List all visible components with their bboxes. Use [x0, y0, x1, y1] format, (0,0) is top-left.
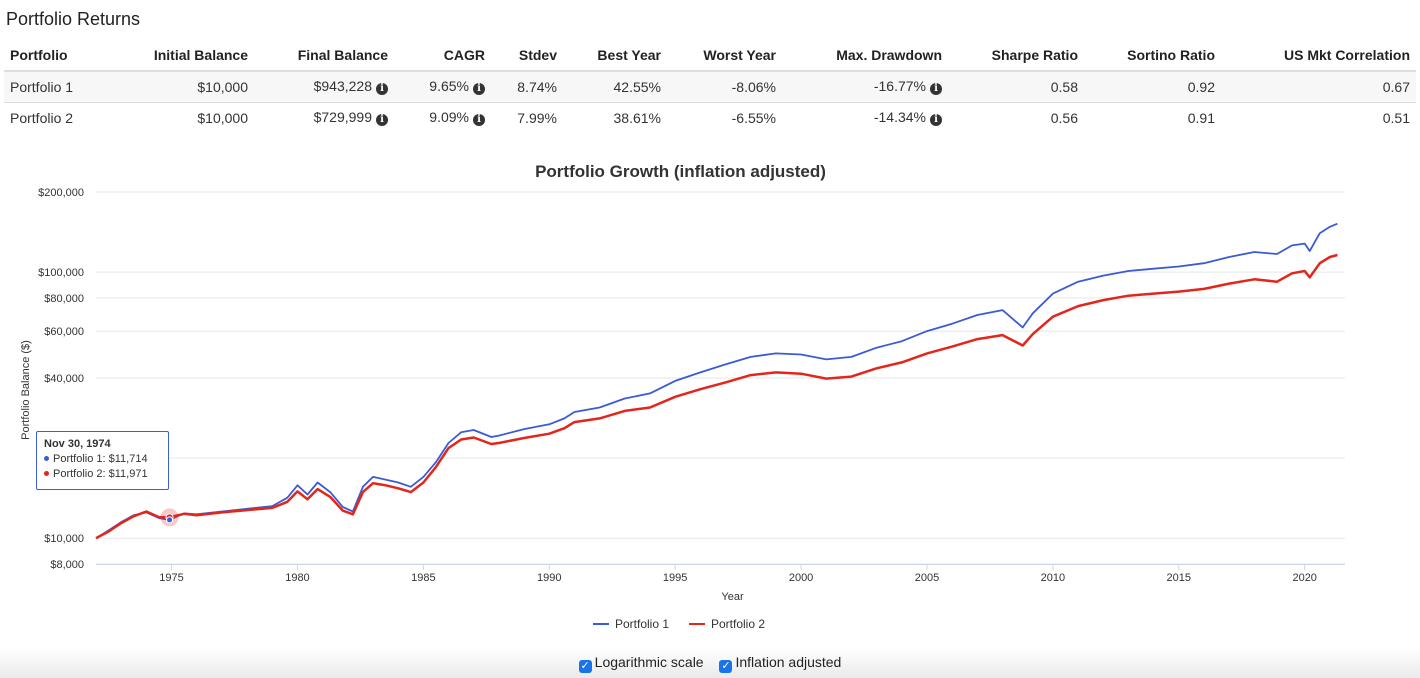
col-header-max-drawdown: Max. Drawdown [782, 40, 948, 72]
inflation-adjusted-label: Inflation adjusted [735, 654, 842, 670]
x-tick-label: 2015 [1167, 572, 1191, 584]
legend-item-portfolio-1[interactable]: Portfolio 1 [615, 617, 669, 631]
col-header-cagr: CAGR [394, 40, 491, 72]
final-balance-value: $943,228 [313, 78, 372, 95]
checkbox-checked-icon[interactable]: ✓ [578, 660, 592, 673]
chart-tooltip: Nov 30, 1974 Portfolio 1: $11,714 Portfo… [36, 431, 169, 490]
cell-worst-year: -6.55% [667, 101, 782, 133]
chart-title: Portfolio Growth (inflation adjusted) [535, 162, 826, 181]
cell-stdev: 7.99% [491, 101, 563, 133]
cell-best-year: 38.61% [563, 101, 667, 133]
max-drawdown-value: -14.34% [873, 109, 926, 126]
y-tick-label: $10,000 [44, 533, 84, 545]
table-row: Portfolio 1 $10,000 $943,228 i 9.65% i 8.7… [4, 70, 1416, 102]
checkbox-checked-icon[interactable]: ✓ [719, 660, 733, 673]
info-icon[interactable]: i [930, 114, 942, 127]
logarithmic-scale-checkbox[interactable]: ✓ Logarithmic scale [578, 654, 704, 673]
col-header-us-mkt-correlation: US Mkt Correlation [1221, 40, 1416, 72]
col-header-worst-year: Worst Year [667, 40, 782, 72]
x-tick-label: 1975 [159, 572, 183, 584]
cell-us-mkt-correlation: 0.67 [1221, 70, 1416, 102]
y-tick-label: $200,000 [38, 187, 84, 199]
portfolio-growth-chart[interactable]: Portfolio Growth (inflation adjusted) $8,… [0, 150, 1420, 650]
chart-options: ✓ Logarithmic scale ✓ Inflation adjusted [0, 648, 1420, 678]
max-drawdown-value: -16.77% [873, 78, 926, 95]
cell-initial-balance: $10,000 [124, 70, 254, 102]
series-dot-icon [44, 456, 49, 461]
cell-stdev: 8.74% [491, 70, 563, 102]
x-tick-label: 1980 [285, 572, 309, 584]
cell-worst-year: -8.06% [667, 70, 782, 102]
cell-portfolio: Portfolio 2 [4, 101, 124, 133]
col-header-sharpe-ratio: Sharpe Ratio [948, 40, 1084, 72]
chart-canvas[interactable]: Portfolio Growth (inflation adjusted) $8,… [0, 150, 1420, 650]
x-axis-title: Year [721, 591, 744, 603]
cell-max-drawdown: -16.77% i [782, 70, 948, 102]
logarithmic-scale-label: Logarithmic scale [594, 654, 704, 670]
info-icon[interactable]: i [376, 114, 388, 127]
tooltip-date: Nov 30, 1974 [44, 438, 111, 450]
tooltip-portfolio-2-value: Portfolio 2: $11,971 [53, 468, 148, 480]
x-tick-label: 1985 [411, 572, 435, 584]
final-balance-value: $729,999 [313, 109, 372, 126]
y-tick-label: $40,000 [44, 373, 84, 385]
cell-final-balance: $943,228 i [254, 70, 394, 102]
x-tick-label: 1990 [537, 572, 561, 584]
tooltip-line-portfolio-2: Portfolio 2: $11,971 [44, 467, 161, 482]
col-header-stdev: Stdev [491, 40, 563, 72]
cell-sharpe-ratio: 0.58 [948, 70, 1084, 102]
cell-cagr: 9.09% i [394, 101, 491, 133]
x-tick-label: 1995 [663, 572, 687, 584]
info-icon[interactable]: i [376, 83, 388, 96]
tooltip-line-portfolio-1: Portfolio 1: $11,714 [44, 452, 161, 467]
bottom-fade [0, 648, 1420, 678]
cell-sharpe-ratio: 0.56 [948, 101, 1084, 133]
series-dot-icon [44, 471, 49, 476]
col-header-initial-balance: Initial Balance [124, 40, 254, 72]
col-header-sortino-ratio: Sortino Ratio [1084, 40, 1221, 72]
cagr-value: 9.09% [429, 109, 469, 126]
cagr-value: 9.65% [429, 78, 469, 95]
x-tick-label: 2000 [789, 572, 813, 584]
cell-us-mkt-correlation: 0.51 [1221, 101, 1416, 133]
col-header-best-year: Best Year [563, 40, 667, 72]
cell-sortino-ratio: 0.92 [1084, 70, 1221, 102]
legend-item-portfolio-2[interactable]: Portfolio 2 [711, 617, 765, 631]
cell-best-year: 42.55% [563, 70, 667, 102]
col-header-final-balance: Final Balance [254, 40, 394, 72]
cell-portfolio: Portfolio 1 [4, 70, 124, 102]
x-tick-label: 2010 [1041, 572, 1065, 584]
portfolio-returns-title: Portfolio Returns [6, 9, 141, 29]
cell-initial-balance: $10,000 [124, 101, 254, 133]
y-tick-label: $100,000 [38, 267, 84, 279]
y-axis-title: Portfolio Balance ($) [20, 340, 32, 440]
table-header-row: Portfolio Initial Balance Final Balance … [4, 40, 1416, 72]
cell-max-drawdown: -14.34% i [782, 101, 948, 133]
y-tick-label: $60,000 [44, 326, 84, 338]
tooltip-portfolio-1-value: Portfolio 1: $11,714 [53, 453, 148, 465]
hover-point-portfolio-1 [166, 516, 174, 524]
info-icon[interactable]: i [473, 83, 485, 96]
info-icon[interactable]: i [930, 83, 942, 96]
cell-cagr: 9.65% i [394, 70, 491, 102]
info-icon[interactable]: i [473, 114, 485, 127]
portfolio-returns-table: Portfolio Initial Balance Final Balance … [4, 40, 1416, 133]
cell-sortino-ratio: 0.91 [1084, 101, 1221, 133]
y-tick-label: $80,000 [44, 293, 84, 305]
inflation-adjusted-checkbox[interactable]: ✓ Inflation adjusted [719, 654, 841, 673]
y-tick-label: $8,000 [50, 559, 84, 571]
series-line-portfolio-1[interactable] [95, 222, 1338, 539]
cell-final-balance: $729,999 i [254, 101, 394, 133]
x-tick-label: 2005 [915, 572, 939, 584]
x-tick-label: 2020 [1292, 572, 1316, 584]
series-line-portfolio-2[interactable] [95, 253, 1338, 540]
table-row: Portfolio 2 $10,000 $729,999 i 9.09% i 7.9… [4, 101, 1416, 133]
col-header-portfolio: Portfolio [4, 40, 124, 72]
